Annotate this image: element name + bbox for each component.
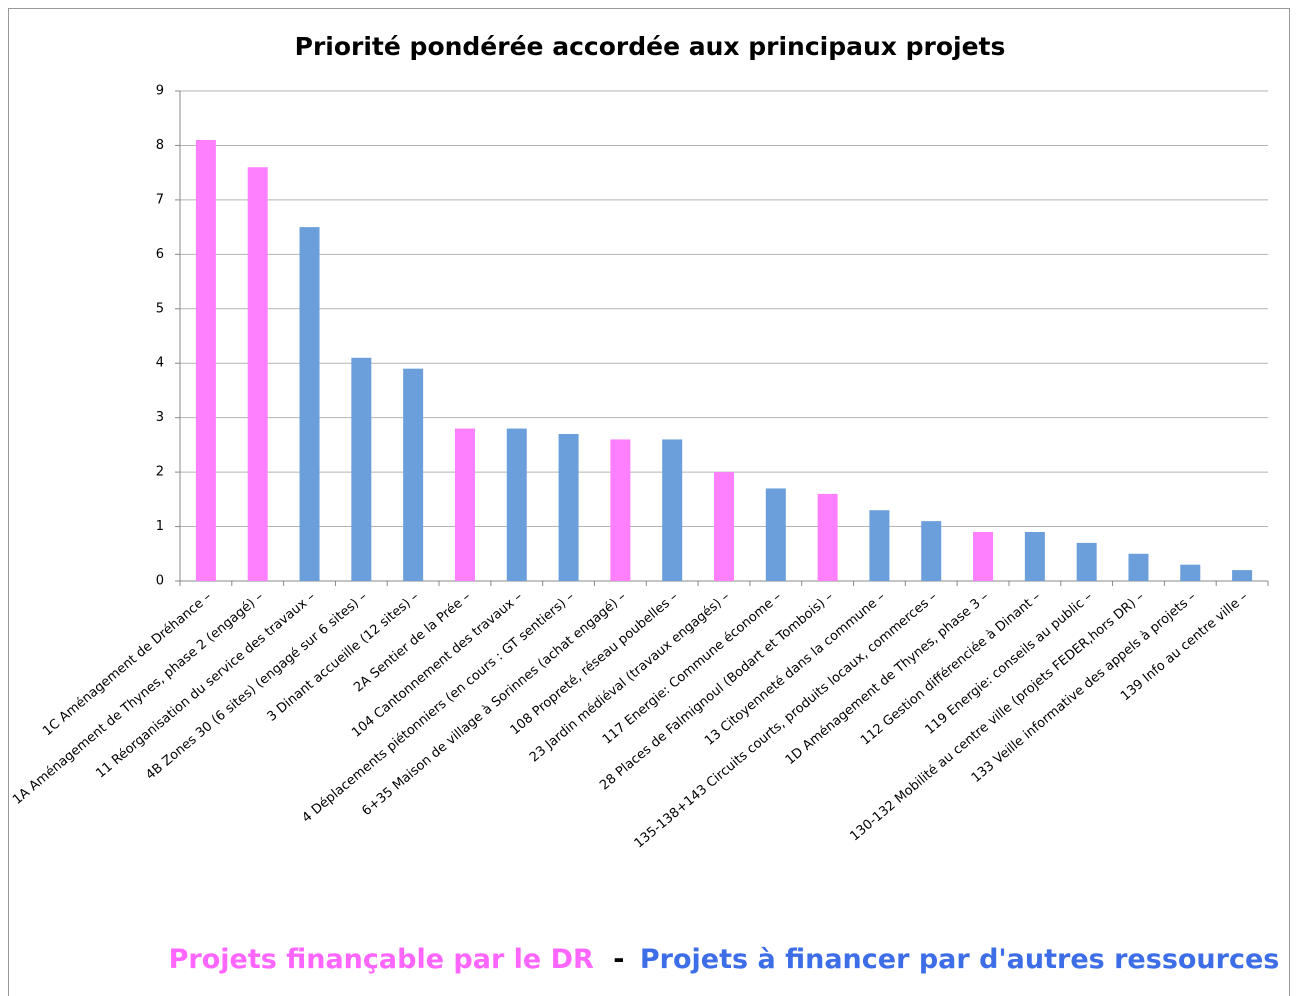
bar: [195, 140, 216, 581]
bar: [765, 488, 786, 581]
bar: [506, 428, 527, 581]
y-tick-label: 8: [156, 138, 164, 153]
bar: [299, 227, 320, 581]
bar: [610, 439, 631, 581]
y-tick-label: 9: [156, 84, 164, 99]
y-tick-label: 5: [156, 301, 164, 316]
legend-entry: Projets finançable par le DR: [169, 944, 594, 975]
bar: [1128, 553, 1149, 581]
y-tick-label: 7: [156, 192, 164, 207]
bar: [403, 368, 424, 581]
bar: [351, 357, 372, 581]
y-tick-label: 6: [156, 247, 164, 262]
bar: [973, 532, 994, 581]
bar: [869, 510, 890, 581]
chart-title: Priorité pondérée accordée aux principau…: [295, 32, 1006, 61]
legend-separator: -: [613, 944, 624, 975]
y-tick-label: 0: [156, 574, 164, 589]
y-tick-label: 2: [156, 465, 164, 480]
y-tick-label: 3: [156, 410, 164, 425]
frame: [8, 8, 1290, 996]
bar: [558, 434, 579, 581]
bar: [817, 493, 838, 581]
bar: [714, 472, 734, 581]
bar: [1180, 564, 1201, 581]
bar: [1232, 570, 1253, 581]
legend: Projets finançable par le DR - Projets à…: [169, 944, 1280, 975]
legend-entry: Projets à financer par d'autres ressourc…: [640, 944, 1279, 975]
bar: [1024, 532, 1045, 581]
bar: [1076, 542, 1097, 581]
bar: [454, 428, 475, 581]
y-tick-label: 1: [156, 519, 164, 534]
bar: [247, 167, 268, 581]
bar: [662, 439, 683, 581]
bar: [921, 521, 942, 581]
y-tick-label: 4: [156, 356, 164, 371]
